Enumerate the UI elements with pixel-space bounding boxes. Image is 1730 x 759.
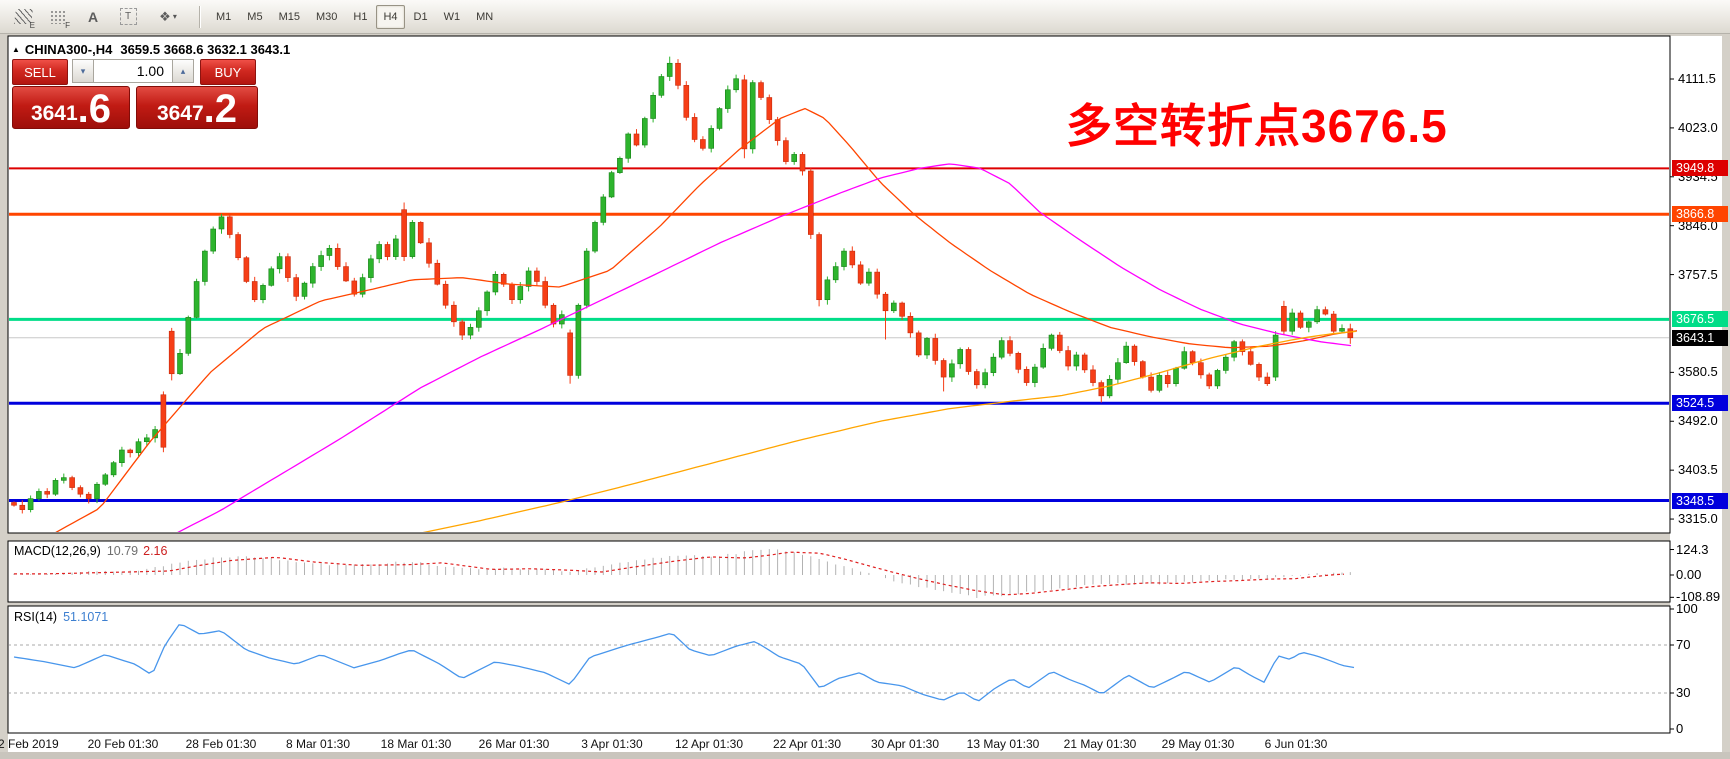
rsi-axis-tick: 100 [1676,601,1698,616]
price-axis-tick: 3492.0 [1678,413,1718,428]
price-axis-tick: 3580.5 [1678,364,1718,379]
objects-arrows-icon[interactable]: ❖ ▾ [159,8,177,24]
rsi-label: RSI(14) 51.1071 [14,610,109,624]
ask-price-button[interactable]: 3647.2 [136,86,258,129]
timeframe-button-mn[interactable]: MN [476,10,494,23]
price-level-tag: 3524.5 [1672,395,1728,411]
ask-main: 3647 [156,102,204,125]
one-click-trading-panel: SELL ▾ ▴ BUY 3641.6 3647.2 [12,59,260,129]
volume-decrease-button[interactable]: ▾ [72,59,94,83]
price-axis-tick: 3403.5 [1678,462,1718,477]
time-axis-label: 30 Apr 01:30 [870,737,940,751]
text-a-icon[interactable]: A [87,8,99,25]
time-axis-label: 8 Mar 01:30 [285,737,351,751]
timeframe-button-h1[interactable]: H1 [353,10,368,23]
time-axis-label: 21 May 01:30 [1063,737,1137,751]
chart-annotation-text: 多空转折点3676.5 [1066,100,1448,152]
dots-glyph [50,9,66,24]
timeframe-group: M1 M5 M15 M30 H1 H4 D1 W1 MN [208,4,501,29]
time-axis-label: 12 Apr 01:30 [674,737,744,751]
price-axis-tick: 4111.5 [1678,71,1716,86]
collapse-triangle-icon[interactable]: ▲ [12,45,20,54]
time-axis-label: 13 May 01:30 [966,737,1040,751]
buy-button[interactable]: BUY [200,59,256,85]
price-level-tag: 3676.5 [1672,311,1728,327]
time-axis-label: 20 Feb 01:30 [87,737,159,751]
chevron-down-icon: ▾ [172,12,177,21]
bid-fraction: .6 [77,87,112,131]
chart-canvas[interactable]: ▲ CHINA300-,H4 3659.5 3668.6 3632.1 3643.1… [0,34,1730,759]
price-level-tag: 3643.1 [1672,330,1728,346]
rsi-axis-tick: 30 [1676,685,1691,700]
volume-increase-button[interactable]: ▴ [172,59,194,83]
panel-splitter[interactable] [0,600,1670,606]
rsi-value: 51.1071 [63,610,109,624]
toolbar-separator [199,5,200,28]
timeframe-button-m30[interactable]: M30 [315,10,338,23]
ohlc-values: 3659.5 3668.6 3632.1 3643.1 [120,42,291,57]
ask-fraction: .2 [203,87,238,131]
time-axis-label: 28 Feb 01:30 [185,737,257,751]
timeframe-button-m1[interactable]: M1 [216,10,232,23]
rsi-axis-tick: 0 [1676,721,1684,736]
text-label-icon[interactable]: T [116,5,140,29]
bid-price-button[interactable]: 3641.6 [12,86,130,129]
time-axis-label: 6 Jun 01:30 [1264,737,1328,751]
timeframe-button-h4[interactable]: H4 [376,4,405,29]
price-axis-tick: 3315.0 [1678,511,1718,526]
price-axis-tick: 4023.0 [1678,120,1718,135]
macd-axis-tick: -108.89 [1676,589,1721,604]
price-level-tag: 3949.8 [1672,160,1728,176]
symbol-period-label: CHINA300-,H4 [24,42,113,57]
time-axis-label: 29 May 01:30 [1161,737,1235,751]
macd-axis-tick: 0.00 [1676,567,1702,582]
grid-pattern-icon[interactable]: F [46,5,70,30]
price-level-tag: 3348.5 [1672,493,1728,509]
indicators-hatch-icon[interactable]: E [11,5,35,30]
bid-main: 3641 [30,102,78,125]
toolbar: E F A T ❖ ▾ M1 M5 M15 M30 H1 H4 D1 W1 MN [0,0,1730,34]
time-axis-label: 12 Feb 2019 [0,737,59,751]
timeframe-button-m5[interactable]: M5 [247,10,263,23]
chart-title: ▲ CHINA300-,H4 3659.5 3668.6 3632.1 3643.1 [12,42,290,57]
price-level-tag: 3866.8 [1672,206,1728,222]
time-axis-label: 26 Mar 01:30 [478,737,550,751]
time-axis-label: 3 Apr 01:30 [581,737,643,751]
macd-axis-tick: 124.3 [1676,542,1709,557]
macd-main-value: 10.79 [106,544,139,558]
sell-button[interactable]: SELL [12,59,68,85]
macd-signal-value: 2.16 [143,544,168,558]
time-axis-label: 18 Mar 01:30 [380,737,452,751]
price-axis-tick: 3757.5 [1678,267,1718,282]
timeframe-button-d1[interactable]: D1 [413,10,428,23]
volume-input[interactable] [94,59,172,83]
timeframe-button-w1[interactable]: W1 [443,10,461,23]
timeframe-button-m15[interactable]: M15 [278,10,300,23]
rsi-axis-tick: 70 [1676,637,1691,652]
macd-label: MACD(12,26,9) 10.79 2.16 [14,544,168,558]
panel-splitter[interactable] [0,533,1670,539]
time-axis-label: 22 Apr 01:30 [772,737,842,751]
